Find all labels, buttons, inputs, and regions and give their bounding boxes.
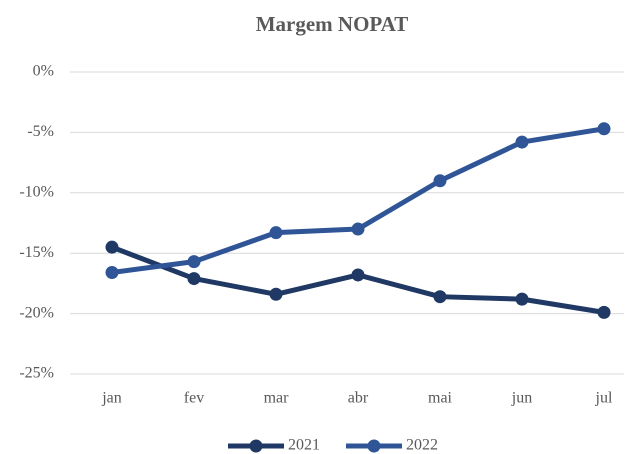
point [105, 266, 119, 280]
y-tick-label: -15% [19, 244, 54, 261]
chart-title: Margem NOPAT [256, 12, 409, 36]
point [187, 272, 201, 286]
point [597, 122, 611, 136]
legend-label: 2021 [288, 437, 320, 454]
x-tick-label: jun [511, 390, 532, 407]
y-tick-label: -20% [19, 304, 54, 321]
y-tick-label: -5% [27, 123, 54, 140]
point [269, 226, 283, 240]
point [187, 255, 201, 269]
point [515, 292, 529, 306]
x-tick-label: jul [595, 390, 613, 407]
point [269, 287, 283, 301]
x-tick-label: mar [264, 390, 290, 407]
point [515, 135, 529, 149]
legend-marker [367, 439, 381, 453]
x-tick-label: jan [101, 390, 122, 407]
legend-marker [249, 439, 263, 453]
x-tick-label: abr [348, 390, 369, 407]
y-tick-label: -25% [19, 365, 54, 382]
x-tick-label: fev [184, 390, 204, 407]
point [105, 240, 119, 254]
legend-label: 2022 [406, 437, 438, 454]
point [433, 290, 447, 304]
point [351, 222, 365, 236]
y-tick-label: -10% [19, 183, 54, 200]
series-line [111, 126, 605, 276]
point [433, 174, 447, 188]
point [597, 305, 611, 319]
point [351, 268, 365, 282]
y-tick-label: 0% [33, 63, 54, 80]
x-tick-label: mai [428, 390, 453, 407]
